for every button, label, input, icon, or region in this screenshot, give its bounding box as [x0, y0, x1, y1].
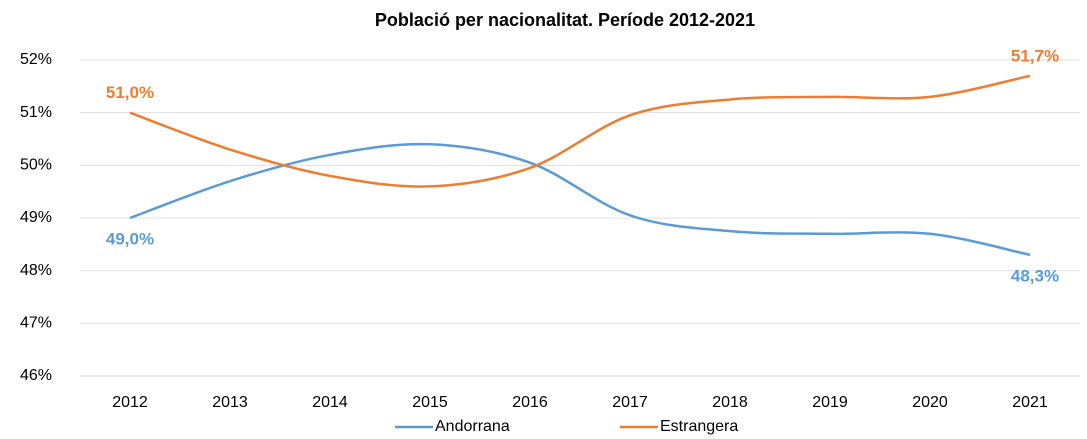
line-series [129, 74, 1031, 188]
y-tick-label: 49% [20, 209, 52, 226]
chart-title: Població per nacionalitat. Període 2012-… [375, 10, 755, 30]
legend-label: Andorrana [435, 418, 510, 435]
data-label: 51,0% [106, 83, 154, 102]
x-tick-label: 2014 [312, 394, 348, 411]
x-tick-label: 2018 [712, 394, 748, 411]
x-tick-label: 2021 [1012, 394, 1048, 411]
legend-label: Estrangera [660, 418, 738, 435]
data-label: 48,3% [1011, 266, 1059, 285]
y-tick-label: 46% [20, 367, 52, 384]
y-tick-label: 50% [20, 157, 52, 174]
x-tick-label: 2015 [412, 394, 448, 411]
data-label: 49,0% [106, 229, 154, 248]
y-tick-label: 48% [20, 262, 52, 279]
line-series [129, 142, 1031, 257]
x-tick-label: 2016 [512, 394, 548, 411]
x-tick-label: 2017 [612, 394, 648, 411]
x-tick-label: 2013 [212, 394, 248, 411]
x-tick-label: 2019 [812, 394, 848, 411]
x-tick-label: 2012 [112, 394, 148, 411]
data-label: 51,7% [1011, 46, 1059, 65]
y-tick-label: 47% [20, 315, 52, 332]
y-tick-label: 51% [20, 104, 52, 121]
y-tick-label: 52% [20, 51, 52, 68]
x-tick-label: 2020 [912, 394, 948, 411]
